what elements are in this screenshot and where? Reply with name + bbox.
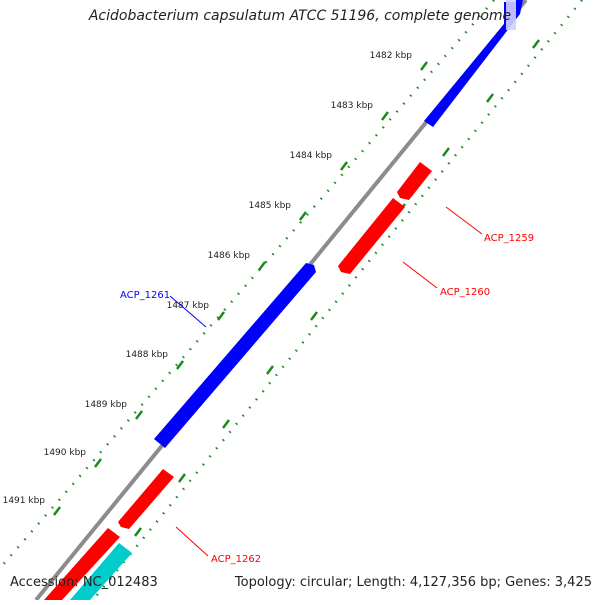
gene-acp-1262[interactable] [118, 469, 174, 529]
outer-track-tick [258, 261, 266, 271]
gene-acp-1261[interactable] [154, 263, 316, 448]
tick-label: 1490 kbp [44, 448, 87, 458]
outer-track-tick [176, 360, 184, 370]
gene-forward-top[interactable] [424, 0, 523, 127]
callout-line-acp-1262 [175, 526, 209, 557]
inner-track-tick [442, 147, 450, 157]
tick-label: 1489 kbp [85, 400, 128, 410]
tick-label: 1482 kbp [370, 51, 413, 61]
gene-acp-1260[interactable] [338, 198, 405, 274]
gene-features [44, 0, 523, 600]
tick-label: 1484 kbp [290, 151, 333, 161]
inner-track-tick [134, 527, 142, 537]
inner-track-tick [266, 365, 274, 375]
inner-track-tick [310, 311, 318, 321]
gene-label-acp-1260: ACP_1260 [440, 287, 490, 298]
outer-track-tick [299, 211, 307, 221]
tick-label: 1486 kbp [208, 251, 251, 261]
inner-track-tick [532, 39, 540, 49]
inner-track-tick [486, 93, 494, 103]
inner-track-tick [222, 419, 230, 429]
tick-label: 1491 kbp [3, 496, 46, 506]
outer-track-tick [420, 61, 428, 71]
tick-label: 1488 kbp [126, 350, 169, 360]
callout-line-acp-1260 [402, 261, 438, 289]
outer-track-tick [135, 410, 143, 420]
gene-callouts: ACP_1259 ACP_1260 ACP_1261 ACP_1262 [120, 206, 534, 565]
outer-track-tick [53, 506, 61, 516]
outer-track-tick [340, 161, 348, 171]
tick-label: 1483 kbp [331, 101, 374, 111]
callout-line-acp-1259 [445, 206, 483, 235]
tick-label: 1487 kbp [167, 301, 210, 311]
gene-acp-1259[interactable] [397, 162, 432, 200]
gene-other-bottom[interactable] [70, 543, 132, 600]
genome-summary: Topology: circular; Length: 4,127,356 bp… [234, 575, 592, 590]
tick-label: 1485 kbp [249, 201, 292, 211]
genome-title: Acidobacterium capsulatum ATCC 51196, co… [88, 8, 512, 24]
gene-label-acp-1262: ACP_1262 [211, 554, 261, 565]
gene-reverse-bottom[interactable] [44, 528, 120, 600]
outer-track-tick [217, 311, 225, 321]
inner-track-tick [178, 473, 186, 483]
accession-label: Accession: NC_012483 [10, 575, 158, 590]
outer-dotted-track [0, 0, 495, 569]
callout-line-acp-1261 [169, 295, 207, 328]
gene-label-acp-1259: ACP_1259 [484, 233, 534, 244]
gene-label-acp-1261: ACP_1261 [120, 290, 170, 301]
outer-track-tick [94, 458, 102, 468]
tick-layer: 1482 kbp 1483 kbp 1484 kbp 1485 kbp 1486 kbp… [3, 39, 540, 537]
outer-track-tick [381, 111, 389, 121]
gene-forward-top-highlight [506, 0, 516, 30]
